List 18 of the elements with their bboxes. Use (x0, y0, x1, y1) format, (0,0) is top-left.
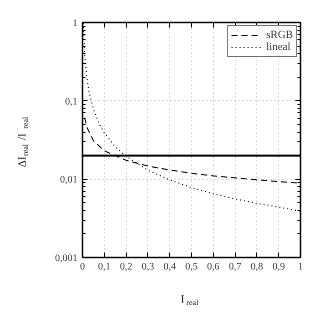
y-tick-label: 0,001 (55, 253, 78, 264)
x-tick-label: 0,6 (207, 262, 220, 272)
x-tick-label: 1 (298, 262, 303, 272)
x-tick-label: 0,7 (228, 262, 242, 272)
x-tick-label: 0 (80, 262, 85, 272)
y-tick-label: 0,01 (60, 174, 78, 186)
x-tick-label: 0,8 (250, 262, 264, 272)
x-tick-label: 0,9 (272, 262, 285, 272)
legend-label: lineal (266, 41, 291, 53)
x-tick-label: 0,4 (163, 262, 176, 272)
x-tick-label: 0,1 (98, 262, 111, 272)
x-tick-label: 0,3 (142, 262, 154, 272)
legend-label: sRGB (266, 29, 293, 41)
y-tick-label: 1 (72, 18, 78, 29)
y-axis-title: ΔIreal/Ireal (16, 116, 30, 168)
y-tick-label: 0,1 (65, 96, 78, 108)
x-tick-label: 0,5 (185, 262, 198, 272)
x-tick-label: 0,2 (120, 262, 132, 272)
